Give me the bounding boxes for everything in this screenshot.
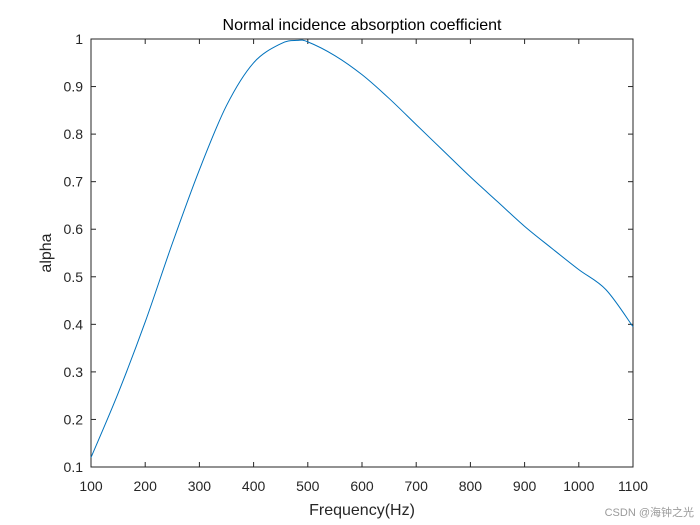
y-tick-label: 0.2 bbox=[64, 411, 84, 427]
y-tick-label: 0.9 bbox=[64, 79, 84, 95]
x-tick-label: 700 bbox=[405, 478, 429, 494]
y-tick-label: 0.5 bbox=[64, 269, 84, 285]
y-tick-label: 1 bbox=[75, 31, 83, 47]
y-tick-label: 0.4 bbox=[64, 316, 84, 332]
x-tick-label: 600 bbox=[350, 478, 374, 494]
y-tick-label: 0.8 bbox=[64, 126, 84, 142]
plot-area bbox=[90, 38, 634, 468]
y-axis-label: alpha bbox=[38, 233, 55, 272]
series-line bbox=[90, 39, 634, 458]
y-axis-ticks: 0.1 0.2 0.3 0.4 0.5 0.6 0.7 0.8 0.9 1 bbox=[64, 31, 633, 475]
x-tick-label: 400 bbox=[242, 478, 266, 494]
y-tick-label: 0.7 bbox=[64, 174, 84, 190]
x-tick-label: 900 bbox=[513, 478, 537, 494]
y-tick-label: 0.6 bbox=[64, 221, 84, 237]
x-tick-label: 1000 bbox=[563, 478, 594, 494]
x-axis-label: Frequency(Hz) bbox=[309, 502, 415, 519]
x-axis-ticks: 100 200 300 400 500 600 700 800 900 1000 1100 bbox=[79, 39, 648, 494]
y-tick-label: 0.3 bbox=[64, 364, 84, 380]
x-tick-label: 1100 bbox=[618, 478, 648, 494]
watermark: CSDN @海钟之光 bbox=[605, 505, 694, 519]
x-tick-label: 800 bbox=[459, 478, 483, 494]
series-layer bbox=[90, 39, 634, 458]
x-tick-label: 500 bbox=[296, 478, 320, 494]
x-tick-label: 100 bbox=[79, 478, 103, 494]
y-tick-label: 0.1 bbox=[64, 459, 84, 475]
chart-title: Normal incidence absorption coefficient bbox=[223, 17, 503, 34]
x-tick-label: 300 bbox=[188, 478, 212, 494]
x-tick-label: 200 bbox=[134, 478, 158, 494]
axes-box bbox=[90, 38, 634, 468]
